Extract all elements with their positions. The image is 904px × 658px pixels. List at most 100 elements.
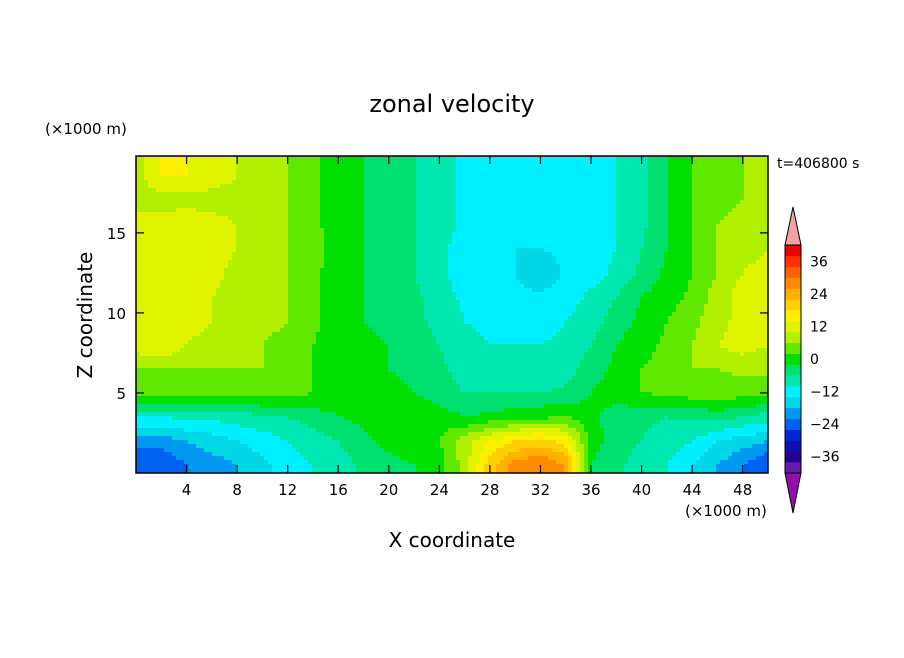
field-cell [392,168,397,173]
field-cell [332,248,337,253]
field-cell [428,276,433,281]
field-cell [404,168,409,173]
field-cell [468,192,473,197]
field-cell [152,224,157,229]
field-cell [728,188,733,193]
field-cell [620,200,625,205]
field-cell [500,236,505,241]
field-cell [428,156,433,161]
field-cell [616,212,621,217]
field-cell [456,272,461,277]
field-cell [476,272,481,277]
field-cell [548,156,553,161]
field-cell [292,156,297,161]
field-cell [736,176,741,181]
field-cell [416,228,421,233]
field-cell [196,256,201,261]
field-cell [328,260,333,265]
field-cell [560,188,565,193]
field-cell [484,224,489,229]
field-cell [588,176,593,181]
field-cell [756,240,761,245]
field-cell [436,276,441,281]
field-cell [600,260,605,265]
field-cell [300,188,305,193]
field-cell [428,172,433,177]
field-cell [636,232,641,237]
field-cell [180,240,185,245]
field-cell [360,220,365,225]
field-cell [352,236,357,241]
field-cell [140,172,145,177]
field-cell [504,236,509,241]
field-cell [748,164,753,169]
field-cell [168,212,173,217]
field-cell [276,224,281,229]
field-cell [592,252,597,257]
field-cell [248,180,253,185]
field-cell [556,264,561,269]
field-cell [464,280,469,285]
field-cell [692,156,697,161]
field-cell [136,240,141,245]
field-cell [360,196,365,201]
field-cell [444,208,449,213]
field-cell [184,180,189,185]
field-cell [524,168,529,173]
field-cell [380,236,385,241]
field-cell [232,232,237,237]
field-cell [312,212,317,217]
field-cell [728,212,733,217]
field-cell [312,168,317,173]
field-cell [168,236,173,241]
field-cell [164,196,169,201]
field-cell [376,280,381,285]
field-cell [392,248,397,253]
field-cell [708,272,713,277]
field-cell [148,228,153,233]
field-cell [368,224,373,229]
field-cell [356,192,361,197]
field-cell [496,212,501,217]
field-cell [136,236,141,241]
field-cell [620,212,625,217]
field-cell [140,164,145,169]
field-cell [560,252,565,257]
field-cell [552,260,557,265]
field-cell [292,172,297,177]
field-cell [600,252,605,257]
field-cell [704,200,709,205]
field-cell [752,212,757,217]
field-cell [320,260,325,265]
field-cell [528,272,533,277]
field-cell [708,192,713,197]
field-cell [220,280,225,285]
field-cell [168,164,173,169]
field-cell [584,240,589,245]
field-cell [312,192,317,197]
field-cell [156,180,161,185]
field-cell [180,264,185,269]
field-cell [556,256,561,261]
field-cell [640,240,645,245]
field-cell [340,256,345,261]
field-cell [680,160,685,165]
field-cell [244,252,249,257]
field-cell [432,260,437,265]
field-cell [684,220,689,225]
field-cell [576,236,581,241]
field-cell [220,192,225,197]
field-cell [612,184,617,189]
field-cell [484,164,489,169]
field-cell [580,176,585,181]
field-cell [328,276,333,281]
field-cell [196,176,201,181]
field-cell [760,232,765,237]
field-cell [708,164,713,169]
field-cell [416,212,421,217]
field-cell [584,244,589,249]
field-cell [668,264,673,269]
field-cell [548,196,553,201]
field-cell [668,256,673,261]
field-cell [624,212,629,217]
